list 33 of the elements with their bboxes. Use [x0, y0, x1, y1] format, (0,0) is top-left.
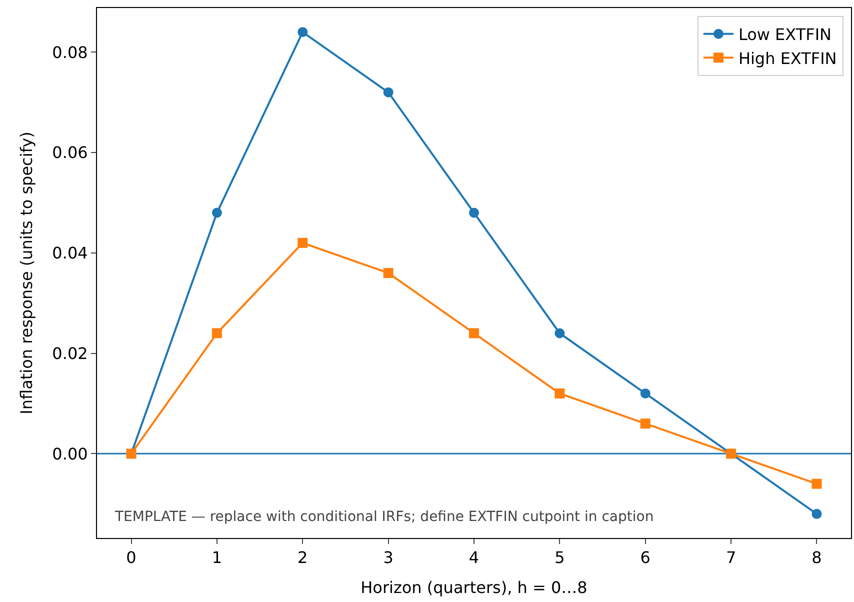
point [212, 328, 222, 338]
point [212, 208, 222, 218]
y-tick-label: 0.02 [52, 344, 88, 363]
point [812, 508, 822, 519]
point [469, 208, 479, 218]
x-axis-title: Horizon (quarters), h = 0…8 [360, 578, 588, 597]
x-tick-label: 0 [126, 548, 136, 568]
point [554, 388, 565, 398]
point [469, 328, 479, 338]
point [640, 418, 650, 429]
x-tick-label: 5 [554, 548, 565, 568]
x-tick-label: 3 [383, 548, 394, 568]
x-tick-label: 1 [212, 548, 222, 568]
annotation: TEMPLATE — replace with conditional IRFs; define EXTFIN cutpoint in caption [114, 509, 654, 525]
point [383, 268, 394, 278]
y-tick-label: 0.08 [52, 42, 88, 62]
x-tick-label: 2 [298, 548, 308, 568]
point [298, 27, 308, 38]
y-tick-label: 0.00 [52, 444, 88, 464]
y-tick-label: 0.06 [52, 143, 88, 162]
x-tick-label: 6 [640, 548, 650, 568]
point [383, 87, 394, 98]
legend-label: High EXTFIN [738, 48, 837, 68]
x-tick-label: 4 [468, 548, 480, 568]
legend-label: Low EXTFIN [738, 25, 832, 44]
point [640, 388, 650, 398]
x-tick-label: 7 [726, 548, 736, 568]
point [812, 478, 822, 489]
point [298, 238, 308, 248]
point [554, 328, 565, 338]
y-axis-title: Inflation response (units to specify) [17, 132, 36, 414]
x-tick-label: 8 [812, 548, 822, 568]
y-tick-label: 0.04 [52, 244, 88, 263]
